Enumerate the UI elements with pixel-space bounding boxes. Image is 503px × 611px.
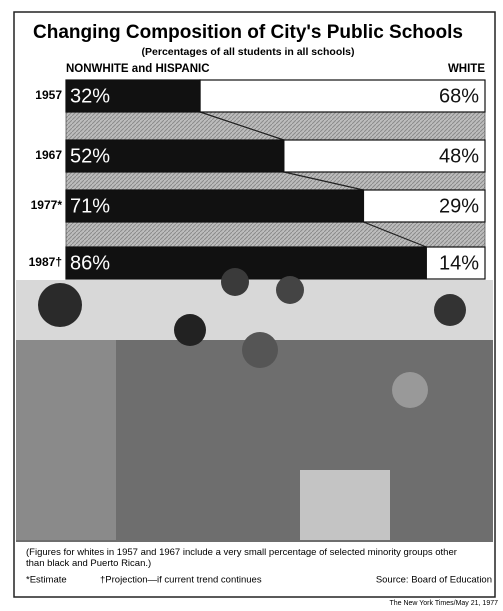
y-tick-label: 1957 xyxy=(35,88,62,102)
value-label: 29% xyxy=(439,195,479,217)
value-label: 86% xyxy=(70,252,110,274)
note: †Projection—if current trend continues xyxy=(100,575,262,586)
connector xyxy=(66,222,485,247)
value-label: 68% xyxy=(439,85,479,107)
footnote-line: than black and Puerto Rican.) xyxy=(26,558,151,569)
value-label: 14% xyxy=(439,252,479,274)
footnote-line: (Figures for whites in 1957 and 1967 inc… xyxy=(26,547,457,558)
chart: Changing Composition of City's Public Sc… xyxy=(0,0,503,611)
value-label: 32% xyxy=(70,85,110,107)
credit: The New York Times/May 21, 1977 xyxy=(389,600,498,607)
y-tick-label: 1977* xyxy=(31,198,63,212)
y-tick-label: 1987† xyxy=(29,255,62,269)
connector xyxy=(66,172,485,190)
note: *Estimate xyxy=(26,575,67,586)
connector xyxy=(66,112,485,140)
value-label: 48% xyxy=(439,145,479,167)
bar-segment xyxy=(66,190,363,222)
value-label: 71% xyxy=(70,195,110,217)
chart-subtitle: (Percentages of all students in all scho… xyxy=(142,46,355,58)
legend-label: NONWHITE and HISPANIC xyxy=(66,63,210,75)
chart-title: Changing Composition of City's Public Sc… xyxy=(33,22,463,43)
value-label: 52% xyxy=(70,145,110,167)
source: Source: Board of Education xyxy=(376,575,492,586)
y-tick-label: 1967 xyxy=(35,148,62,162)
legend-label: WHITE xyxy=(448,63,485,75)
photo xyxy=(16,268,493,542)
